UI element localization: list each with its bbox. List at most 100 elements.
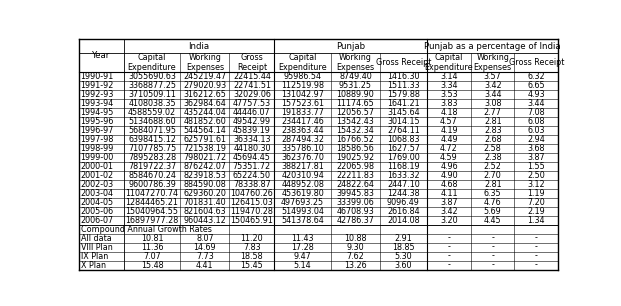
Text: 7107785.75: 7107785.75 <box>128 144 176 153</box>
Text: 316212.65: 316212.65 <box>183 90 226 99</box>
Text: 4.45: 4.45 <box>484 215 502 225</box>
Text: 234417.46: 234417.46 <box>281 117 324 126</box>
Text: 2.91: 2.91 <box>394 233 412 243</box>
Text: 2001-02: 2001-02 <box>81 171 114 180</box>
Text: 45839.19: 45839.19 <box>233 126 271 135</box>
Text: 625791.61: 625791.61 <box>183 135 226 144</box>
Text: 2.70: 2.70 <box>484 171 502 180</box>
Text: 5684071.95: 5684071.95 <box>128 126 176 135</box>
Text: 95986.54: 95986.54 <box>284 72 322 81</box>
Text: 1996-97: 1996-97 <box>81 126 114 135</box>
Text: 1244.38: 1244.38 <box>387 188 420 198</box>
Text: 7.83: 7.83 <box>243 243 261 252</box>
Text: 104760.26: 104760.26 <box>230 188 273 198</box>
Text: 3055690.63: 3055690.63 <box>128 72 176 81</box>
Text: All data: All data <box>81 233 111 243</box>
Text: Working
Expenses: Working Expenses <box>186 53 224 72</box>
Text: 2.38: 2.38 <box>484 153 502 162</box>
Text: 1416.30: 1416.30 <box>387 72 420 81</box>
Text: 2764.11: 2764.11 <box>387 126 420 135</box>
Text: 16897977.28: 16897977.28 <box>125 215 179 225</box>
Text: 1511.33: 1511.33 <box>387 81 420 90</box>
Text: -: - <box>491 252 494 260</box>
Text: 191833.77: 191833.77 <box>281 108 324 117</box>
Text: 2003-04: 2003-04 <box>81 188 114 198</box>
Text: Working
Expenses: Working Expenses <box>474 53 512 72</box>
Text: 24822.64: 24822.64 <box>337 180 374 188</box>
Text: 9096.49: 9096.49 <box>387 198 420 207</box>
Text: 2.83: 2.83 <box>484 126 502 135</box>
Text: -: - <box>448 260 450 270</box>
Text: 4108038.35: 4108038.35 <box>129 99 176 108</box>
Text: 4.11: 4.11 <box>440 188 458 198</box>
Text: 7819722.37: 7819722.37 <box>128 162 176 171</box>
Text: 13.26: 13.26 <box>344 260 367 270</box>
Text: 1633.32: 1633.32 <box>387 171 420 180</box>
Text: 3.57: 3.57 <box>484 72 502 81</box>
Text: 3.34: 3.34 <box>440 81 458 90</box>
Text: 6.08: 6.08 <box>528 117 545 126</box>
Text: 884590.08: 884590.08 <box>183 180 226 188</box>
Text: 22415.44: 22415.44 <box>233 72 271 81</box>
Text: 245219.47: 245219.47 <box>183 72 227 81</box>
Text: 4.68: 4.68 <box>440 180 458 188</box>
Text: 497693.25: 497693.25 <box>281 198 324 207</box>
Text: 22065.98: 22065.98 <box>337 162 374 171</box>
Text: 362984.64: 362984.64 <box>183 99 226 108</box>
Text: 1627.57: 1627.57 <box>387 144 420 153</box>
Text: 8584670.24: 8584670.24 <box>128 171 176 180</box>
Text: 9600786.39: 9600786.39 <box>128 180 176 188</box>
Text: 11.36: 11.36 <box>141 243 163 252</box>
Text: 5.14: 5.14 <box>294 260 311 270</box>
Text: -: - <box>448 252 450 260</box>
Text: -: - <box>448 243 450 252</box>
Text: 544564.14: 544564.14 <box>183 126 226 135</box>
Text: 448952.08: 448952.08 <box>281 180 324 188</box>
Text: 1068.83: 1068.83 <box>387 135 420 144</box>
Text: 4.57: 4.57 <box>440 117 458 126</box>
Text: 36334.13: 36334.13 <box>233 135 271 144</box>
Text: IX Plan: IX Plan <box>81 252 108 260</box>
Text: 10889.90: 10889.90 <box>337 90 374 99</box>
Text: 7.08: 7.08 <box>528 108 545 117</box>
Text: 3.68: 3.68 <box>528 144 545 153</box>
Text: Gross Receipt: Gross Receipt <box>376 58 431 67</box>
Text: 1999-00: 1999-00 <box>81 153 114 162</box>
Text: 2000-01: 2000-01 <box>81 162 114 171</box>
Text: 1993-94: 1993-94 <box>81 99 114 108</box>
Text: 9.30: 9.30 <box>347 243 364 252</box>
Text: India: India <box>189 42 210 50</box>
Text: 1.19: 1.19 <box>528 188 545 198</box>
Text: 4.18: 4.18 <box>440 108 458 117</box>
Text: 45694.45: 45694.45 <box>233 153 271 162</box>
Text: 2.68: 2.68 <box>484 135 502 144</box>
Text: 2014.08: 2014.08 <box>387 215 420 225</box>
Text: 15040964.55: 15040964.55 <box>125 207 179 216</box>
Text: 11.20: 11.20 <box>240 233 263 243</box>
Text: -: - <box>535 252 538 260</box>
Text: 8.07: 8.07 <box>196 233 214 243</box>
Text: 10.88: 10.88 <box>344 233 366 243</box>
Text: 7.73: 7.73 <box>196 252 214 260</box>
Text: 15432.34: 15432.34 <box>337 126 374 135</box>
Text: 2.77: 2.77 <box>484 108 502 117</box>
Text: 42786.37: 42786.37 <box>337 215 374 225</box>
Text: 2.94: 2.94 <box>527 135 545 144</box>
Text: 19025.92: 19025.92 <box>337 153 374 162</box>
Text: 4.90: 4.90 <box>440 171 458 180</box>
Text: Punjab as a percentage of India: Punjab as a percentage of India <box>424 42 561 50</box>
Text: 22741.51: 22741.51 <box>233 81 271 90</box>
Text: 10.81: 10.81 <box>141 233 163 243</box>
Text: 47757.53: 47757.53 <box>233 99 271 108</box>
Text: 2.52: 2.52 <box>484 162 502 171</box>
Text: 3.60: 3.60 <box>394 260 412 270</box>
Text: 3.87: 3.87 <box>528 153 545 162</box>
Text: 3.12: 3.12 <box>528 180 545 188</box>
Text: 2.81: 2.81 <box>484 117 502 126</box>
Text: 12844465.21: 12844465.21 <box>125 198 178 207</box>
Text: 16766.52: 16766.52 <box>337 135 374 144</box>
Text: 65224.50: 65224.50 <box>233 171 271 180</box>
Text: 541378.64: 541378.64 <box>281 215 324 225</box>
Text: 150465.91: 150465.91 <box>230 215 273 225</box>
Text: 46708.93: 46708.93 <box>337 207 374 216</box>
